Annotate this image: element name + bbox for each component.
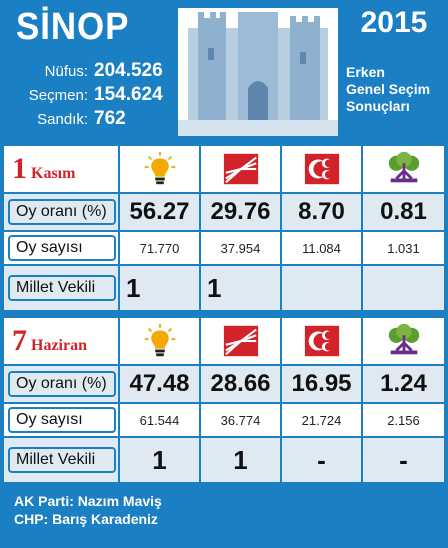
party-chp <box>201 146 282 192</box>
vote-count-row: Oy sayısı 61.544 36.774 21.724 2.156 <box>4 402 444 436</box>
mp-count-mhp: - <box>282 438 363 482</box>
election-date: 1 Kasım <box>4 146 120 192</box>
vote-rate-row: Oy oranı (%) 47.48 28.66 16.95 1.24 <box>4 364 444 402</box>
mp-count-chp: 1 <box>201 266 282 310</box>
election-day: 7 <box>12 324 27 357</box>
party-akp <box>120 318 201 364</box>
vote-count-hdp: 1.031 <box>387 240 420 256</box>
chp-six-arrows-icon <box>223 325 258 357</box>
mp-row: Millet Vekili 1 1 <box>4 264 444 310</box>
stat-label: Seçmen: <box>28 87 88 104</box>
mp-count-hdp: - <box>399 444 408 475</box>
results-panel-november: 1 Kasım <box>4 146 444 310</box>
vote-rate-hdp: 0.81 <box>380 198 427 225</box>
party-header-row: 7 Haziran <box>4 318 444 364</box>
elected-mp-line: CHP: Barış Karadeniz <box>14 511 158 527</box>
party-chp <box>201 318 282 364</box>
party-mhp <box>282 318 363 364</box>
vote-count-row: Oy sayısı 71.770 37.954 11.084 1.031 <box>4 230 444 264</box>
stat-population: Nüfus: 204.526 <box>6 60 184 84</box>
vote-rate-hdp: 1.24 <box>380 370 427 397</box>
vote-count-hdp: 2.156 <box>387 412 420 428</box>
mp-label: Millet Vekili <box>8 447 116 473</box>
mhp-crescents-icon <box>304 153 339 185</box>
results-panel-june: 7 Haziran <box>4 318 444 482</box>
mhp-crescents-icon <box>304 325 339 357</box>
chp-six-arrows-icon <box>223 153 258 185</box>
hdp-tree-icon <box>388 151 419 183</box>
elected-mp-line: AK Parti: Nazım Maviş <box>14 493 162 509</box>
vote-rate-chp: 28.66 <box>201 366 282 402</box>
election-month: Kasım <box>31 165 76 182</box>
elected-mps-footer: AK Parti: Nazım Maviş CHP: Barış Karaden… <box>14 492 162 528</box>
election-title-line: Erken <box>346 64 385 80</box>
election-month: Haziran <box>31 337 87 354</box>
party-hdp <box>363 318 444 364</box>
party-hdp <box>363 146 444 192</box>
header: SİNOP Nüfus: 204.526 Seçmen: 154.624 San… <box>0 0 448 142</box>
party-mhp <box>282 146 363 192</box>
vote-count-mhp: 11.084 <box>282 232 363 264</box>
stat-value: 154.624 <box>94 84 163 105</box>
vote-count-chp: 37.954 <box>201 232 282 264</box>
akp-lightbulb-icon <box>144 323 175 357</box>
vote-count-akp: 61.544 <box>120 404 201 436</box>
city-title: SİNOP <box>16 6 130 48</box>
vote-rate-row: Oy oranı (%) 56.27 29.76 8.70 0.81 <box>4 192 444 230</box>
party-header-row: 1 Kasım <box>4 146 444 192</box>
stats-list: Nüfus: 204.526 Seçmen: 154.624 Sandık: 7… <box>6 60 184 132</box>
mp-count-akp: 1 <box>120 266 201 310</box>
election-title: Erken Genel Seçim Sonuçları <box>344 64 444 115</box>
vote-count-chp: 36.774 <box>201 404 282 436</box>
election-title-line: Sonuçları <box>346 98 410 114</box>
akp-lightbulb-icon <box>144 151 175 185</box>
election-date: 7 Haziran <box>4 318 120 364</box>
stat-value: 204.526 <box>94 60 163 81</box>
mp-row: Millet Vekili 1 1 - - <box>4 436 444 482</box>
vote-count-label: Oy sayısı <box>8 407 116 433</box>
sinop-castle-illustration <box>178 8 338 136</box>
stat-ballot-boxes: Sandık: 762 <box>6 108 184 132</box>
vote-count-akp: 71.770 <box>120 232 201 264</box>
stat-voters: Seçmen: 154.624 <box>6 84 184 108</box>
hdp-tree-icon <box>388 323 419 355</box>
vote-rate-label: Oy oranı (%) <box>8 371 116 397</box>
mp-count-chp: 1 <box>201 438 282 482</box>
stat-label: Sandık: <box>37 111 88 128</box>
vote-rate-akp: 47.48 <box>120 366 201 402</box>
stat-value: 762 <box>94 108 126 129</box>
vote-rate-mhp: 8.70 <box>282 194 363 230</box>
vote-count-label: Oy sayısı <box>8 235 116 261</box>
mp-count-hdp <box>363 266 444 310</box>
vote-rate-chp: 29.76 <box>201 194 282 230</box>
election-title-line: Genel Seçim <box>346 81 431 97</box>
party-akp <box>120 146 201 192</box>
vote-rate-akp: 56.27 <box>120 194 201 230</box>
stat-label: Nüfus: <box>44 63 88 80</box>
vote-rate-mhp: 16.95 <box>282 366 363 402</box>
vote-count-mhp: 21.724 <box>282 404 363 436</box>
mp-label: Millet Vekili <box>8 275 116 301</box>
election-year: 2015 <box>360 6 428 39</box>
mp-count-mhp <box>282 266 363 310</box>
mp-count-akp: 1 <box>120 438 201 482</box>
vote-rate-label: Oy oranı (%) <box>8 199 116 225</box>
election-day: 1 <box>12 152 27 185</box>
